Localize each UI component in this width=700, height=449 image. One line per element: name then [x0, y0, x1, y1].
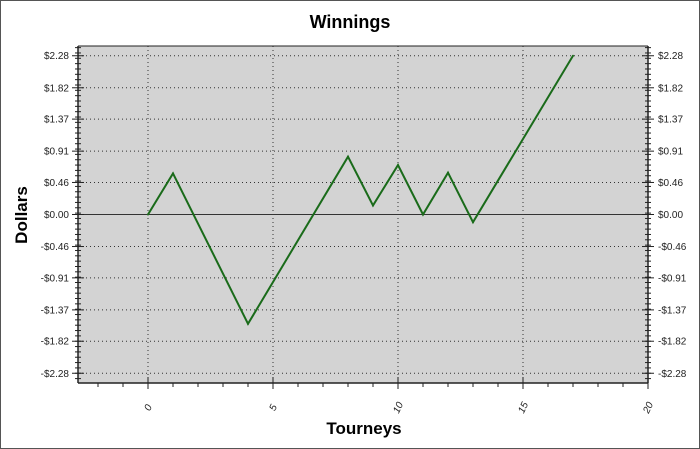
x-tick-label: 15 — [516, 400, 531, 415]
y-tick-label-left: $1.37 — [44, 115, 69, 126]
data-point — [247, 322, 249, 325]
y-tick-label-right: $1.82 — [658, 83, 683, 94]
y-axis-title: Dollars — [12, 186, 31, 244]
x-tick-label: 10 — [391, 400, 406, 415]
y-tick-label-right: $0.46 — [658, 178, 683, 189]
y-tick-label-right: -$1.82 — [658, 337, 687, 348]
y-tick-label-left: $0.91 — [44, 147, 69, 158]
x-tick-label: 0 — [143, 403, 156, 413]
data-point — [422, 213, 424, 216]
plot-area: 0 5 10 15 20 $2.28 $2.28 $1.82 $1.82 $1.37 $1.37 $0… — [41, 45, 687, 416]
y-tick-label-right: $2.28 — [658, 51, 683, 62]
x-tick-label: 20 — [641, 400, 656, 416]
y-tick-label-right: -$0.91 — [658, 273, 687, 284]
data-point — [347, 155, 349, 158]
data-point — [172, 172, 174, 175]
y-tick-label-left: $0.00 — [44, 210, 69, 221]
y-tick-label-left: -$2.28 — [41, 369, 70, 380]
winnings-line — [147, 55, 574, 326]
x-tick-label: 5 — [268, 403, 281, 413]
data-point — [572, 54, 574, 57]
y-tick-label-left: -$0.46 — [41, 242, 70, 253]
y-tick-label-left: $2.28 — [44, 51, 69, 62]
chart-title: Winnings — [310, 12, 391, 32]
data-point — [147, 213, 149, 216]
y-tick-label-left: $1.82 — [44, 83, 69, 94]
y-tick-label-left: $0.46 — [44, 178, 69, 189]
y-tick-label-right: -$1.37 — [658, 305, 687, 316]
y-tick-label-left: -$0.91 — [41, 273, 70, 284]
data-point — [397, 164, 399, 167]
y-tick-label-left: -$1.37 — [41, 305, 70, 316]
y-tick-label-right: -$2.28 — [658, 369, 687, 380]
data-point — [372, 204, 374, 207]
y-tick-label-right: $1.37 — [658, 115, 683, 126]
y-tick-label-right: -$0.46 — [658, 242, 687, 253]
y-tick-label-right: $0.00 — [658, 210, 683, 221]
data-point — [447, 171, 449, 174]
data-point — [472, 221, 474, 224]
x-axis-title: Tourneys — [326, 419, 401, 438]
y-tick-label-right: $0.91 — [658, 147, 683, 158]
y-tick-label-left: -$1.82 — [41, 337, 70, 348]
